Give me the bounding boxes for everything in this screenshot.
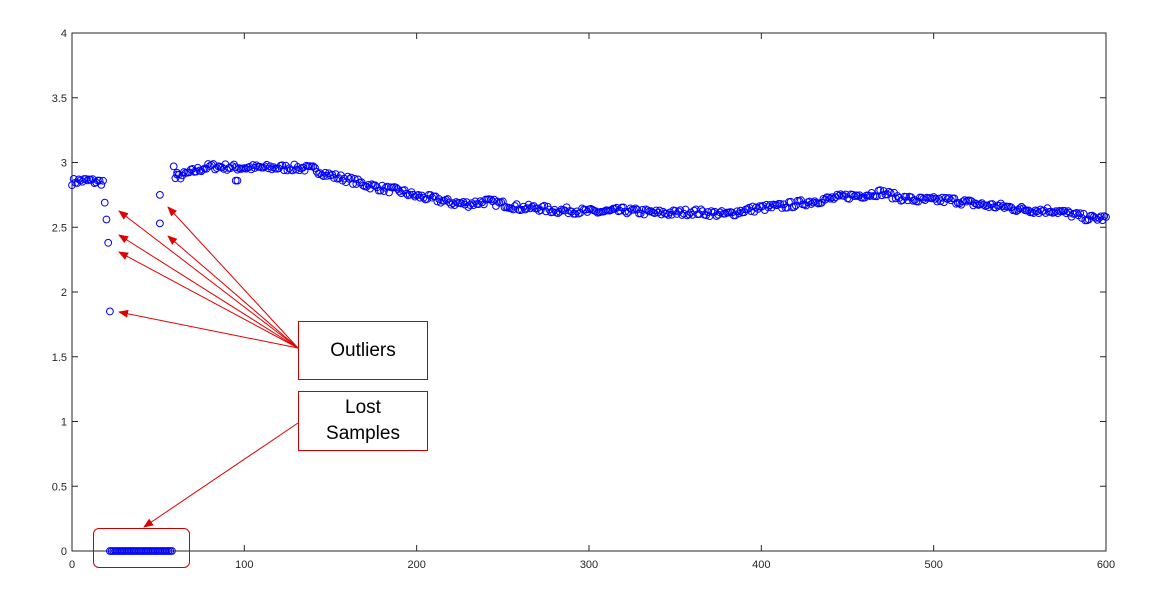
data-point — [1096, 212, 1105, 221]
data-point — [872, 192, 881, 201]
data-points — [68, 160, 1110, 555]
lost-samples-highlight — [93, 528, 190, 568]
data-point — [311, 164, 319, 172]
data-point — [891, 194, 900, 203]
axis-ticks: 0 100 200 300 400 500 600 0 0.5 1 1.5 2 2.5 3 3.5 4 — [52, 28, 1115, 571]
data-point — [643, 206, 652, 215]
data-point — [192, 167, 200, 176]
data-point — [962, 197, 971, 206]
data-point — [697, 205, 705, 214]
data-point — [790, 203, 798, 211]
data-point — [778, 204, 786, 212]
data-point — [278, 161, 287, 170]
data-point — [1102, 213, 1110, 221]
x-tick-label: 600 — [1097, 559, 1115, 571]
data-point — [95, 176, 104, 185]
x-tick-label: 0 — [69, 559, 75, 571]
data-point — [1060, 207, 1069, 215]
data-point — [1076, 209, 1085, 218]
data-point — [876, 186, 885, 195]
y-tick-label: 2 — [61, 287, 67, 299]
data-point — [1091, 213, 1100, 222]
data-point — [400, 186, 409, 194]
data-point — [83, 176, 92, 185]
data-point — [469, 201, 478, 209]
data-point — [100, 198, 109, 207]
callout-arrows — [118, 206, 299, 528]
callout-arrow — [167, 206, 299, 349]
y-tick-label: 2.5 — [52, 222, 67, 234]
data-point — [252, 161, 261, 170]
callout-arrow — [118, 309, 299, 349]
data-point — [97, 180, 106, 189]
data-point — [826, 194, 835, 203]
data-point — [204, 160, 213, 168]
y-tick-label: 0.5 — [52, 481, 67, 493]
data-point — [571, 209, 580, 218]
data-point — [155, 190, 164, 199]
data-point — [350, 174, 359, 183]
y-tick-label: 1 — [61, 417, 67, 429]
data-point — [852, 191, 861, 200]
data-point — [884, 187, 893, 196]
data-point — [106, 307, 114, 316]
data-point — [747, 207, 755, 215]
outliers-callout: Outliers — [298, 321, 428, 380]
data-point — [540, 201, 549, 210]
data-point — [1015, 204, 1024, 213]
x-tick-label: 300 — [580, 559, 598, 571]
callout-arrow — [143, 422, 299, 528]
callout-arrow — [167, 235, 299, 349]
data-point — [945, 194, 954, 202]
data-point — [199, 165, 207, 174]
plot-area — [71, 32, 1107, 552]
data-point — [247, 165, 256, 174]
data-point — [283, 166, 292, 175]
x-tick-label: 100 — [235, 559, 253, 571]
x-tick-label: 200 — [407, 559, 425, 571]
data-point — [902, 192, 910, 201]
callout-arrow — [118, 234, 299, 349]
callout-arrow — [118, 251, 299, 349]
data-point — [99, 176, 107, 185]
data-point — [512, 200, 521, 209]
data-point — [173, 168, 182, 177]
data-point — [685, 210, 693, 219]
data-point — [409, 190, 418, 199]
data-point — [233, 176, 242, 185]
data-point — [886, 189, 895, 197]
data-point — [629, 205, 638, 214]
data-point — [395, 187, 404, 196]
data-point — [486, 195, 495, 204]
y-tick-label: 3 — [61, 158, 67, 170]
x-tick-label: 400 — [752, 559, 770, 571]
data-point — [493, 197, 502, 206]
callout-arrow — [118, 210, 299, 349]
y-tick-label: 4 — [61, 28, 67, 40]
data-point — [309, 162, 318, 171]
data-point — [169, 162, 178, 171]
data-point — [168, 547, 176, 555]
data-point — [155, 219, 164, 228]
y-tick-label: 1.5 — [52, 352, 67, 364]
data-point — [292, 165, 300, 174]
data-point — [707, 207, 716, 216]
data-point — [102, 215, 111, 224]
data-point — [878, 191, 886, 200]
data-point — [104, 238, 113, 247]
data-point — [457, 199, 466, 208]
data-point — [983, 201, 991, 210]
data-point — [952, 199, 960, 208]
y-tick-label: 3.5 — [52, 93, 67, 105]
data-point — [330, 174, 338, 182]
data-point — [776, 200, 785, 208]
y-tick-label: 0 — [61, 546, 67, 558]
data-point — [662, 209, 671, 218]
lost-samples-callout: Lost Samples — [298, 391, 428, 451]
data-point — [343, 172, 352, 181]
x-tick-label: 500 — [924, 559, 942, 571]
